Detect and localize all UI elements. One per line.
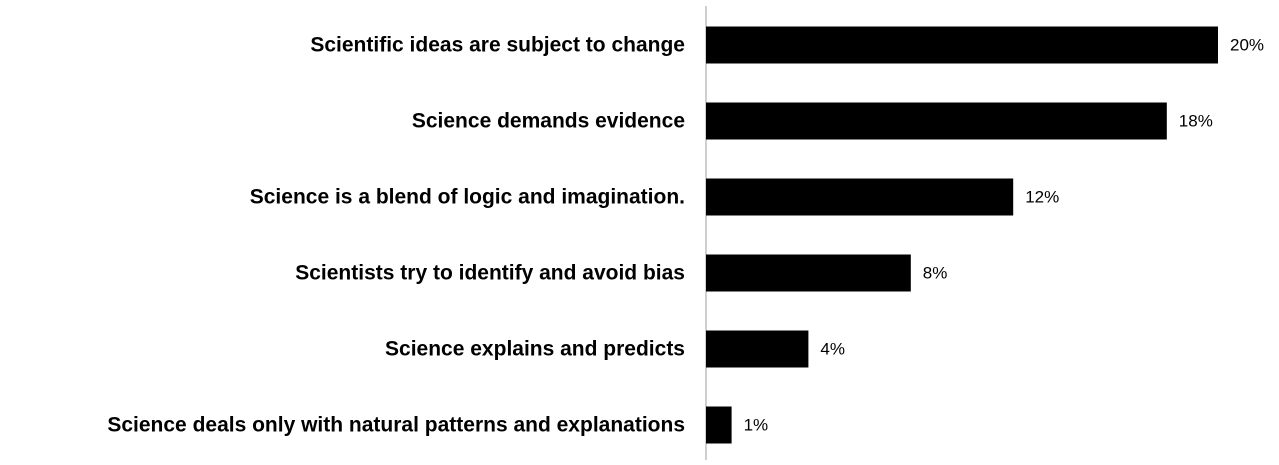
category-label-5: Science explains and predicts [385,338,685,361]
category-label-1: Scientific ideas are subject to change [310,34,685,57]
value-label-1: 20% [1230,36,1264,55]
value-label-6: 1% [744,416,769,435]
bar-2 [706,102,1167,140]
bar-3 [706,178,1014,216]
bar-1 [706,26,1218,64]
value-label-5: 4% [820,340,845,359]
value-label-3: 12% [1025,188,1059,207]
category-labels-group: Scientific ideas are subject to change Sc… [107,34,685,437]
bars-group [706,26,1218,444]
value-label-2: 18% [1179,112,1213,131]
bar-6 [706,406,732,444]
category-label-4: Scientists try to identify and avoid bia… [295,262,685,285]
bar-4 [706,254,911,292]
value-labels-group: 20% 18% 12% 8% 4% 1% [744,36,1264,435]
bar-5 [706,330,809,368]
value-label-4: 8% [923,264,948,283]
category-label-3: Science is a blend of logic and imaginat… [250,186,685,209]
category-label-6: Science deals only with natural patterns… [107,414,685,437]
category-label-2: Science demands evidence [412,110,685,133]
